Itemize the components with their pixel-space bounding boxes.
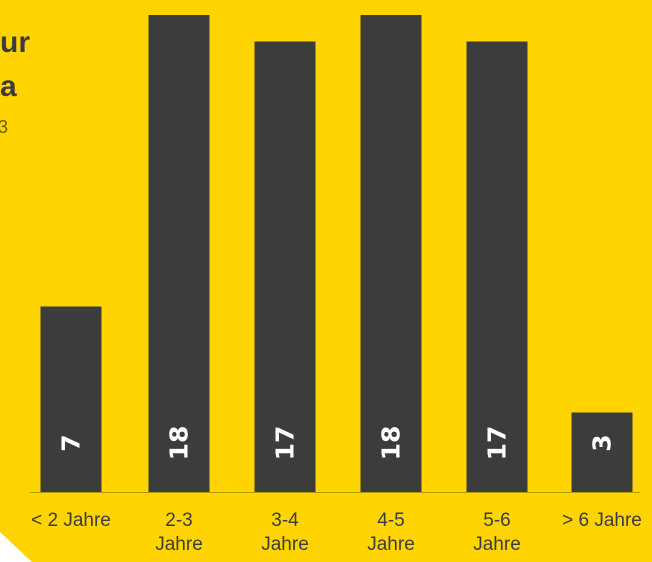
- x-tick-label-1-line-0: 2-3: [165, 510, 193, 531]
- bar-3: [360, 15, 422, 492]
- x-tick-label-2: 3-4 Jahre: [230, 509, 340, 557]
- chart-title-line-2: a: [0, 70, 17, 103]
- bar-0: [40, 306, 102, 492]
- bar-5: [571, 412, 633, 492]
- x-tick-label-4-line-0: 5-6: [483, 510, 511, 531]
- x-tick-label-4: 5-6 Jahre: [442, 509, 552, 557]
- bar-value-label-1: 18: [165, 426, 194, 461]
- chart-subtitle: 3: [0, 117, 9, 137]
- x-tick-label-5-line-0: > 6 Jahre: [562, 510, 642, 531]
- bar-value-label-2: 17: [271, 426, 300, 461]
- x-tick-label-3: 4-5 Jahre: [336, 509, 446, 557]
- x-tick-label-3-line-1: Jahre: [367, 534, 415, 555]
- bar-value-label-4: 17: [483, 426, 512, 461]
- x-tick-label-1: 2-3 Jahre: [124, 509, 234, 557]
- x-tick-label-2-line-1: Jahre: [261, 534, 309, 555]
- corner-triangle: [0, 532, 32, 562]
- x-tick-label-3-line-0: 4-5: [377, 510, 405, 531]
- x-tick-label-4-line-1: Jahre: [473, 534, 521, 555]
- x-tick-label-0: < 2 Jahre: [16, 509, 126, 533]
- x-tick-label-1-line-1: Jahre: [155, 534, 203, 555]
- x-tick-label-5: > 6 Jahre: [547, 509, 652, 533]
- bar-value-label-3: 18: [377, 426, 406, 461]
- bar-value-label-5: 3: [588, 434, 617, 451]
- x-tick-label-0-line-0: < 2 Jahre: [31, 510, 111, 531]
- x-tick-label-2-line-0: 3-4: [271, 510, 299, 531]
- bar-1: [148, 15, 210, 492]
- bar-value-label-0: 7: [57, 434, 86, 451]
- chart-title-line-1: ur: [0, 26, 30, 59]
- bar-4: [466, 41, 528, 492]
- bar-2: [254, 41, 316, 492]
